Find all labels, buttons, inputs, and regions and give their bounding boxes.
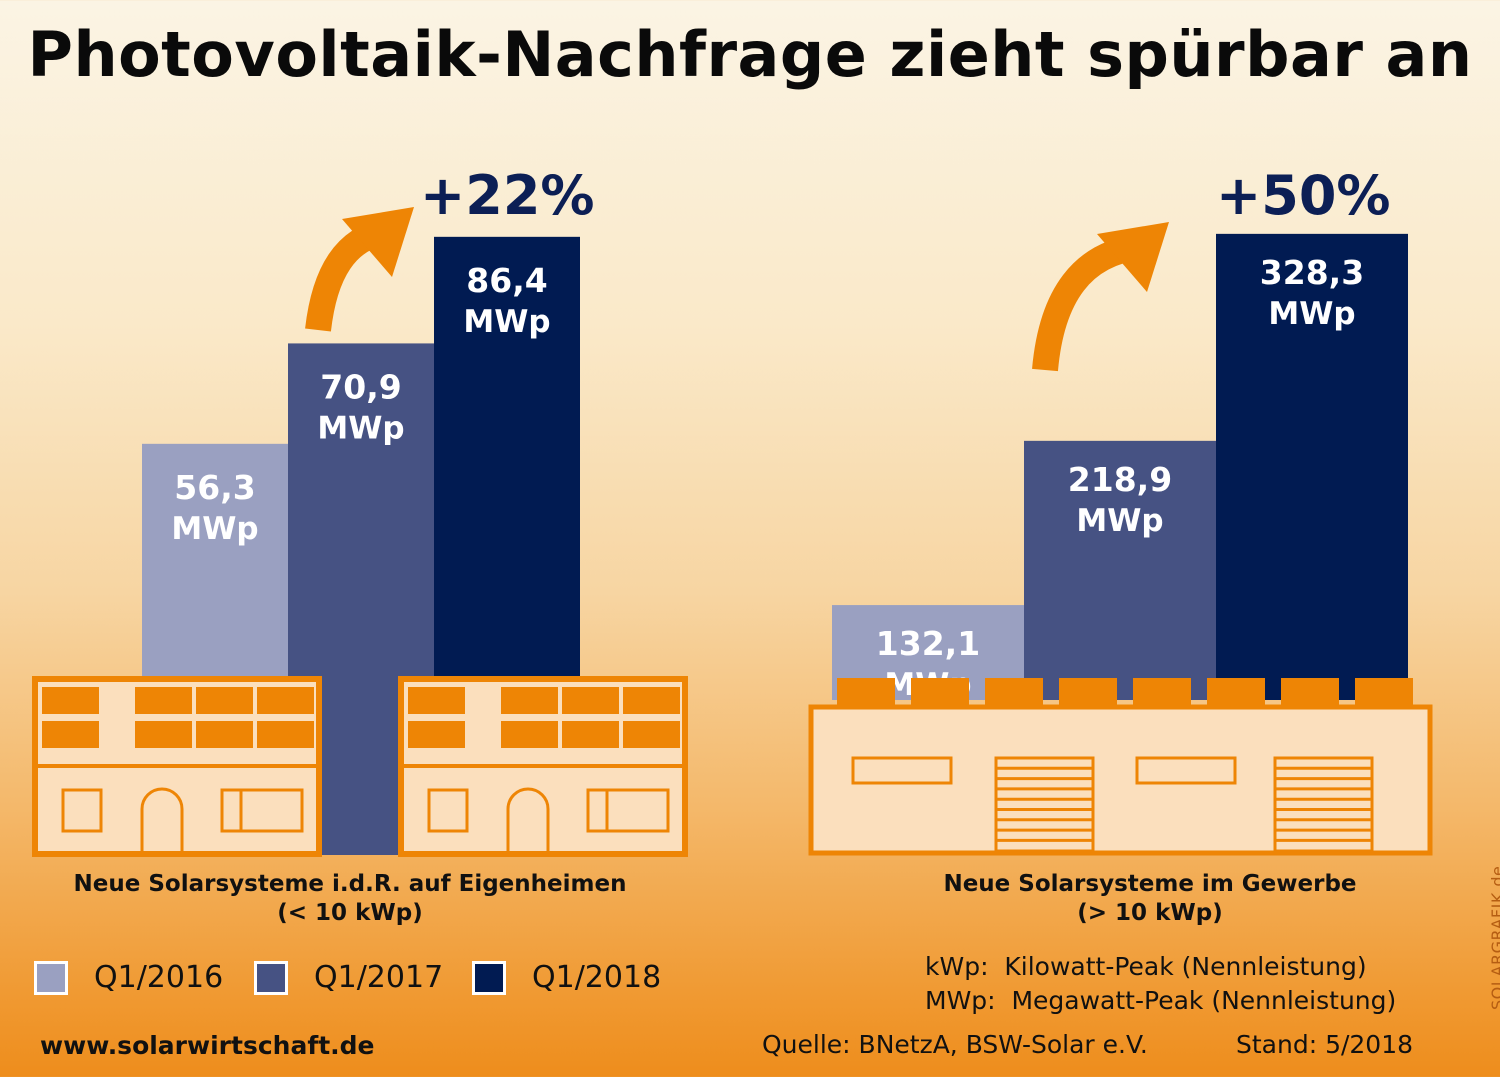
solar-panel: [42, 721, 99, 748]
bar-value-label: 328,3: [1260, 253, 1364, 292]
solar-panel: [1355, 678, 1413, 709]
window: [427, 788, 469, 833]
solar-panel: [1207, 678, 1265, 709]
bar-unit-label: MWp: [171, 511, 258, 547]
bar-q1-2017: [1024, 440, 1216, 700]
door: [506, 787, 550, 856]
chart-title: Photovoltaik-Nachfrage zieht spürbar an: [27, 18, 1473, 91]
chart-residential: 56,3 MWp 70,9 MWp 86,4 MWp +22%: [32, 164, 688, 857]
house-right: [398, 676, 688, 857]
solar-panel: [1133, 678, 1191, 709]
legend-swatch-q1-2017: [254, 960, 288, 995]
legend-label: Q1/2017: [314, 960, 444, 995]
solar-panel: [135, 721, 192, 748]
solar-panel: [562, 687, 619, 714]
solar-panel: [257, 687, 314, 714]
source-note: Quelle: BNetzA, BSW-Solar e.V.: [762, 1030, 1148, 1059]
factory-window: [851, 756, 953, 785]
growth-label-commercial: +50%: [1216, 164, 1391, 227]
legend-item-q1-2017: Q1/2017: [254, 960, 443, 995]
legend-swatch-q1-2018: [472, 960, 506, 995]
legend-label: Q1/2016: [94, 960, 224, 995]
solar-panel: [837, 678, 895, 709]
credit-label: SOLARGRAFIK.de: [1488, 865, 1500, 1010]
factory-window: [1135, 756, 1237, 785]
unit-definitions: kWp: Kilowatt-Peak (Nennleistung) MWp: M…: [925, 950, 1396, 1018]
legend-swatch-q1-2016: [34, 960, 68, 995]
definition-kwp: kWp: Kilowatt-Peak (Nennleistung): [925, 952, 1367, 981]
growth-arrow-commercial-head: [1097, 222, 1169, 292]
solar-panel: [257, 721, 314, 748]
legend-item-q1-2016: Q1/2016: [34, 960, 223, 995]
solar-panel: [623, 721, 680, 748]
solar-panel: [501, 687, 558, 714]
solar-panel: [501, 721, 558, 748]
residential-title: Neue Solarsysteme i.d.R. auf Eigenheimen: [73, 871, 627, 897]
solar-panel: [562, 721, 619, 748]
bar-value-label: 86,4: [466, 261, 547, 300]
growth-label-residential: +22%: [420, 164, 595, 227]
factory-building: [808, 678, 1433, 856]
commercial-range: (> 10 kWp): [1077, 900, 1223, 926]
solar-panel: [135, 687, 192, 714]
house-left: [32, 676, 322, 857]
window-double: [220, 788, 304, 833]
rolling-door: [994, 756, 1095, 853]
solar-panel: [196, 721, 253, 748]
website-link[interactable]: www.solarwirtschaft.de: [40, 1031, 375, 1060]
residential-chart-subtitle: Neue Solarsysteme i.d.R. auf Eigenheimen…: [40, 870, 660, 928]
legend-label: Q1/2018: [532, 960, 662, 995]
legend-item-q1-2018: Q1/2018: [472, 960, 661, 995]
door: [140, 787, 184, 856]
solar-panel: [623, 687, 680, 714]
window: [61, 788, 103, 833]
bar-value-label: 56,3: [174, 468, 255, 507]
solar-panel: [408, 721, 465, 748]
solar-panel: [196, 687, 253, 714]
residential-range: (< 10 kWp): [277, 900, 423, 926]
bar-unit-label: MWp: [1268, 296, 1355, 332]
growth-arrow-residential-head: [342, 207, 414, 277]
bar-unit-label: MWp: [317, 410, 404, 446]
solar-panel: [911, 678, 969, 709]
bar-value-label: 218,9: [1068, 460, 1172, 499]
commercial-chart-subtitle: Neue Solarsysteme im Gewerbe (> 10 kWp): [830, 870, 1470, 928]
bar-value-label: 70,9: [320, 367, 401, 406]
rolling-door: [1273, 756, 1374, 853]
commercial-title: Neue Solarsysteme im Gewerbe: [943, 871, 1357, 897]
bar-unit-label: MWp: [1076, 503, 1163, 539]
bar-unit-label: MWp: [463, 304, 550, 340]
solar-panel: [408, 687, 465, 714]
solar-panel: [1059, 678, 1117, 709]
bar-value-label: 132,1: [876, 624, 980, 663]
window-double: [586, 788, 670, 833]
solar-panel: [1281, 678, 1339, 709]
solar-panel: [42, 687, 99, 714]
definition-mwp: MWp: Megawatt-Peak (Nennleistung): [925, 986, 1397, 1015]
bar-q1-2018: [1216, 233, 1408, 701]
date-note: Stand: 5/2018: [1236, 1030, 1414, 1059]
solar-panel: [985, 678, 1043, 709]
